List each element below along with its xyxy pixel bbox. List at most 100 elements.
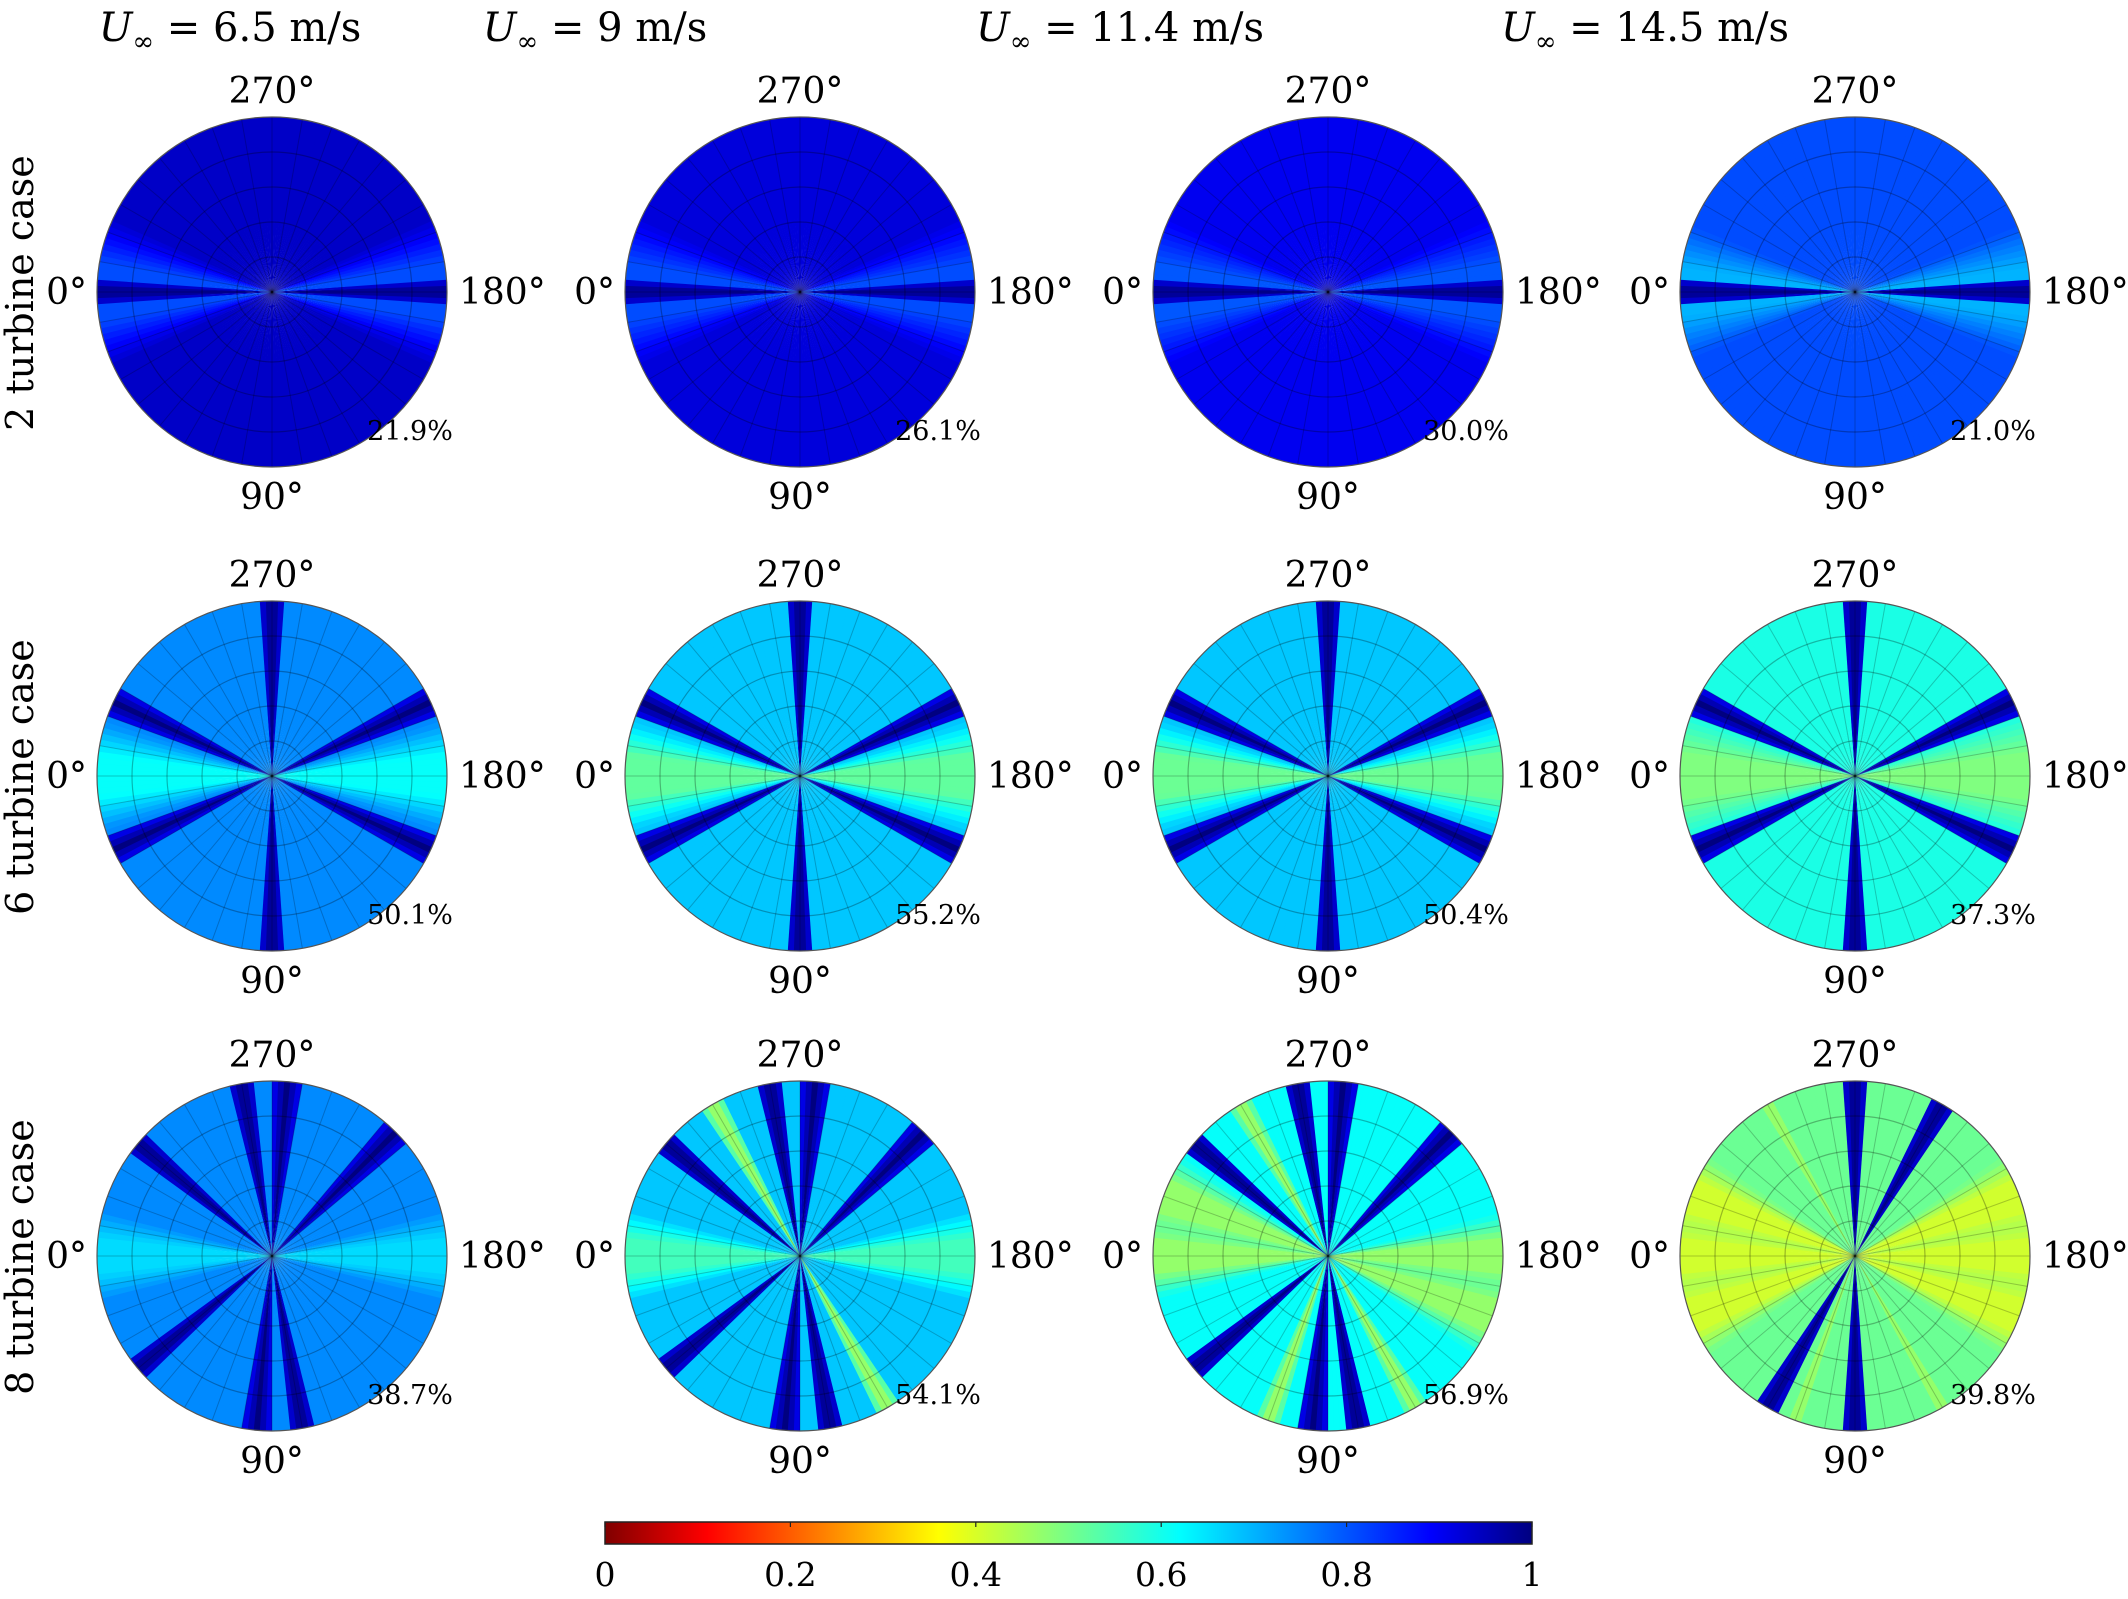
heatmap-cell: [1855, 709, 2020, 776]
grid-spoke: [799, 775, 935, 889]
heatmap-cell: [200, 776, 272, 939]
grid-spoke: [1742, 291, 1856, 427]
heatmap-cell: [1724, 776, 1855, 899]
heatmap-cell: [1185, 184, 1328, 292]
heatmap-cell: [272, 1082, 303, 1256]
heatmap-cell: [733, 611, 800, 776]
heatmap-cell: [800, 653, 931, 776]
heatmap-cell: [123, 776, 272, 875]
heatmap-cell: [635, 1256, 800, 1323]
heatmap-cell: [800, 776, 969, 831]
heatmap-cell: [133, 1143, 272, 1256]
grid-ring: [1714, 635, 1996, 917]
heatmap-cell: [1732, 645, 1855, 776]
heatmap-cell: [1190, 292, 1328, 406]
heatmap-cell: [1762, 1256, 1855, 1409]
grid-ring: [1222, 186, 1434, 398]
grid-spoke: [1854, 291, 1968, 427]
grid-spoke: [120, 775, 273, 864]
heatmap-cell: [272, 1256, 395, 1387]
grid-ring: [1292, 1220, 1364, 1292]
heatmap-cell: [1855, 1256, 1933, 1416]
grid-spoke: [1690, 291, 1856, 353]
heatmap-cell: [1733, 776, 1855, 907]
heatmap-cell: [645, 204, 800, 292]
heatmap-cell: [1855, 603, 1892, 776]
polar-panel: 270°90°0° 180°21.0%: [1629, 71, 2128, 518]
heatmap-cell: [134, 776, 272, 890]
grid-spoke: [627, 291, 801, 323]
heatmap-cell: [1328, 775, 1503, 783]
heatmap-cell: [1153, 769, 1328, 777]
heatmap-cell: [1179, 292, 1328, 391]
heatmap-cell: [1155, 1219, 1328, 1256]
heatmap-cell: [1224, 630, 1328, 776]
heatmap-cell: [1189, 1143, 1328, 1256]
heatmap-cell: [1855, 292, 1959, 438]
grid-spoke: [799, 1255, 861, 1421]
heatmap-cell: [800, 292, 943, 400]
grid-spoke: [1327, 745, 1501, 777]
heatmap-cell: [1328, 178, 1466, 292]
grid-spoke: [1327, 179, 1463, 293]
heatmap-cell: [1328, 1147, 1470, 1256]
heatmap-cell: [272, 1189, 437, 1256]
heatmap-cell: [661, 1143, 800, 1256]
grid-spoke: [271, 231, 437, 293]
heatmap-cell: [272, 776, 433, 853]
grid-spoke: [1854, 775, 1990, 889]
heatmap-cell: [1767, 292, 1855, 447]
heatmap-cell: [1273, 1256, 1328, 1425]
heatmap-cell: [253, 776, 272, 951]
heatmap-cell: [800, 1129, 926, 1256]
heatmap-cell: [272, 776, 425, 869]
heatmap-cell: [642, 292, 800, 375]
heatmap-cell: [800, 776, 878, 936]
heatmap-cell: [141, 1256, 272, 1379]
heatmap-cell: [109, 292, 272, 365]
heatmap-cell: [1855, 776, 2024, 831]
heatmap-cell: [800, 1178, 960, 1256]
heatmap-cell: [272, 609, 332, 776]
heatmap-cell: [1273, 292, 1328, 461]
heatmap-cell: [1855, 682, 2007, 776]
heatmap-cell: [1848, 292, 1856, 467]
heatmap-cell: [159, 1256, 272, 1395]
grid-spoke: [271, 775, 303, 949]
heatmap-cell: [141, 654, 272, 776]
heatmap-cell: [149, 161, 272, 292]
heatmap-cell: [1855, 1256, 1998, 1364]
heatmap-cell: [272, 292, 427, 380]
heatmap-cell: [130, 1256, 272, 1365]
grid-spoke: [1267, 291, 1329, 457]
grid-spoke: [1794, 611, 1856, 777]
grid-spoke: [184, 1104, 273, 1257]
heatmap-cell: [1165, 776, 1328, 849]
heatmap-cell: [200, 292, 272, 455]
heatmap-cell: [1328, 630, 1431, 776]
heatmap-cell: [141, 1134, 272, 1256]
heatmap-cell: [1328, 1256, 1411, 1414]
heatmap-cell: [1328, 1133, 1459, 1256]
heatmap-cell: [1328, 1256, 1493, 1322]
heatmap-cell: [692, 1256, 800, 1399]
heatmap-cell: [800, 703, 963, 776]
heatmap-cell: [199, 129, 272, 292]
heatmap-cell: [800, 615, 877, 776]
heatmap-cell: [272, 1256, 430, 1339]
heatmap-cell: [669, 776, 800, 899]
heatmap-cell: [800, 119, 837, 292]
heatmap-cell: [154, 292, 272, 427]
heatmap-cell: [629, 243, 800, 292]
heatmap-cell: [1782, 1093, 1855, 1256]
grid-spoke: [627, 1225, 801, 1257]
heatmap-cell: [272, 658, 407, 776]
heatmap-cell: [711, 137, 800, 292]
heatmap-cell: [1328, 672, 1474, 776]
heatmap-cell: [149, 645, 272, 776]
heatmap-cell: [1328, 292, 1471, 400]
heatmap-cell: [800, 1256, 909, 1398]
grid-spoke: [1327, 611, 1389, 777]
grid-spoke: [799, 1083, 831, 1257]
heatmap-cell: [247, 292, 272, 467]
